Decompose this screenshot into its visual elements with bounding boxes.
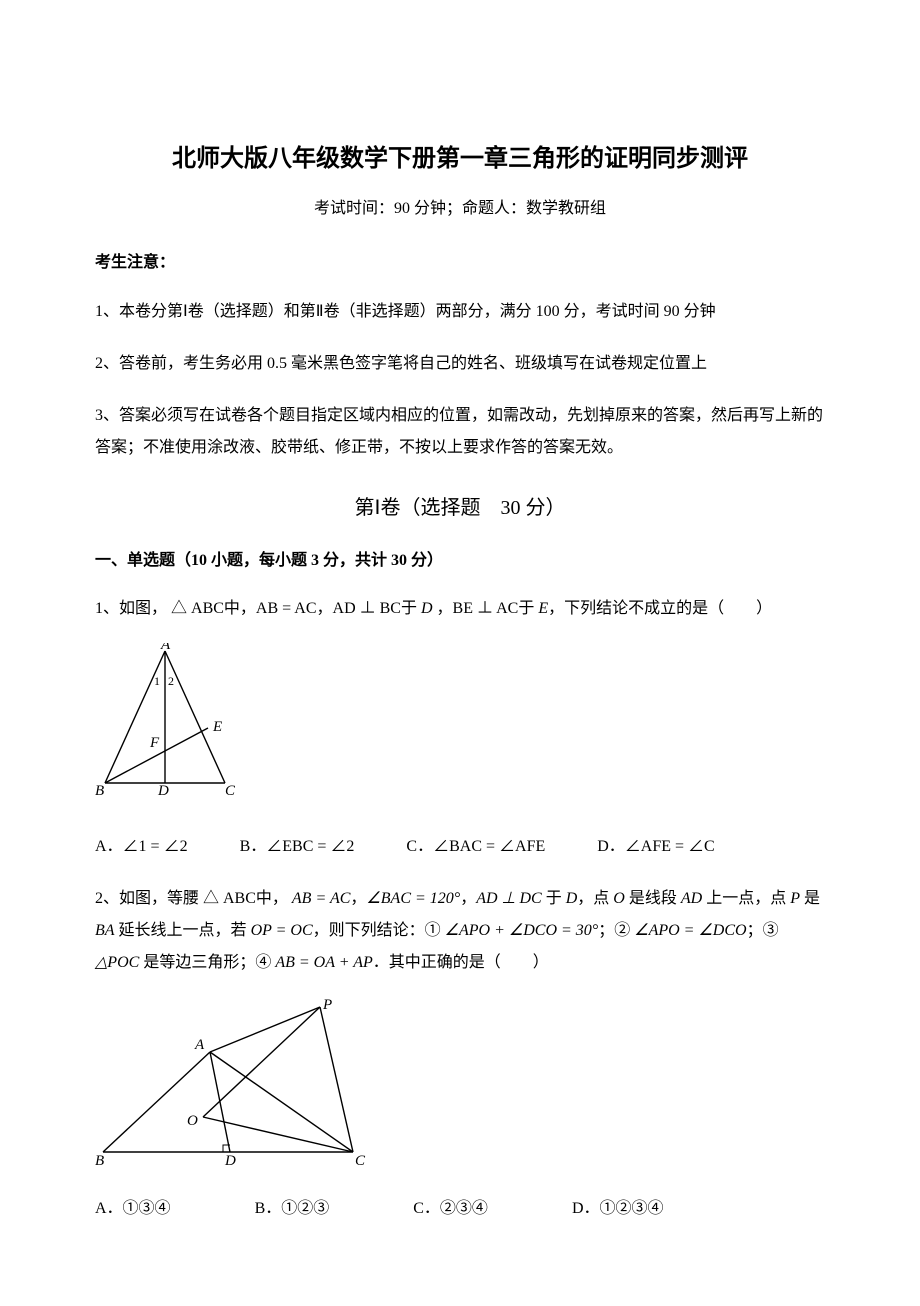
svg-text:D: D xyxy=(157,783,169,799)
notice-line-2: 2、答卷前，考生务必用 0.5 毫米黑色签字笔将自己的姓名、班级填写在试卷规定位… xyxy=(95,348,825,380)
svg-text:C: C xyxy=(355,1153,366,1169)
question-1-figure: A B C D E F 12 xyxy=(95,643,825,816)
q2-italic-P: P xyxy=(790,890,800,907)
svg-text:E: E xyxy=(212,719,222,735)
q2-math-8: AB = OA + AP xyxy=(275,954,372,971)
q2-italic-D: D xyxy=(566,890,578,907)
document-title: 北师大版八年级数学下册第一章三角形的证明同步测评 xyxy=(95,140,825,178)
part-1-heading: 一、单选题（10 小题，每小题 3 分，共计 30 分） xyxy=(95,548,825,574)
q2-text-l: ；③ xyxy=(747,922,779,939)
q1-text-d: ，下列结论不成立的是（ ） xyxy=(548,600,772,617)
q2-text-d: 于 xyxy=(542,890,562,907)
question-2-stem: 2、如图，等腰 △ ABC中， AB = AC，∠BAC = 120°，AD ⊥… xyxy=(95,883,825,979)
q2-text-a: 2、如图，等腰 △ ABC中， xyxy=(95,890,288,907)
q1-option-d: D．∠AFE = ∠C xyxy=(597,834,714,860)
q2-option-b: B．①②③ xyxy=(255,1196,330,1222)
q2-text-b: ， xyxy=(350,890,366,907)
q2-option-c: C．②③④ xyxy=(413,1196,488,1222)
section-1-heading: 第Ⅰ卷（选择题 30 分） xyxy=(95,492,825,524)
svg-text:B: B xyxy=(95,1153,104,1169)
q1-italic-D: D xyxy=(421,600,433,617)
q1-option-b: B．∠EBC = ∠2 xyxy=(240,834,355,860)
svg-text:A: A xyxy=(194,1037,205,1053)
figure-1-svg: A B C D E F 12 xyxy=(95,643,235,807)
svg-text:B: B xyxy=(95,783,104,799)
notice-line-1: 1、本卷分第Ⅰ卷（选择题）和第Ⅱ卷（非选择题）两部分，满分 100 分，考试时间… xyxy=(95,296,825,328)
q1-text-b: ABC中，AB = AC，AD ⊥ BC于 xyxy=(191,600,417,617)
notice-heading: 考生注意： xyxy=(95,250,825,276)
svg-text:2: 2 xyxy=(168,674,174,688)
svg-text:1: 1 xyxy=(154,674,160,688)
question-2-figure: A B C D P O xyxy=(95,997,825,1178)
question-2-options: A．①③④ B．①②③ C．②③④ D．①②③④ xyxy=(95,1196,825,1222)
q2-text-g: 上一点，点 xyxy=(702,890,790,907)
svg-text:F: F xyxy=(149,735,160,751)
q2-text-i: 延长线上一点，若 xyxy=(115,922,251,939)
q1-text-c: ，BE ⊥ AC于 xyxy=(437,600,535,617)
document-subtitle: 考试时间：90 分钟；命题人：数学教研组 xyxy=(95,196,825,222)
q2-math-7: △POC xyxy=(95,954,139,971)
q2-option-a: A．①③④ xyxy=(95,1196,171,1222)
q1-text-a: 1、如图， xyxy=(95,600,167,617)
svg-text:P: P xyxy=(322,997,332,1013)
svg-text:O: O xyxy=(187,1113,198,1129)
q2-text-n: ．其中正确的是（ ） xyxy=(373,954,549,971)
svg-text:D: D xyxy=(224,1153,236,1169)
q2-text-f: 是线段 xyxy=(625,890,681,907)
q2-text-h: 是 xyxy=(800,890,820,907)
q2-math-1: AB = AC xyxy=(292,890,351,907)
q2-math-4: OP = OC xyxy=(251,922,313,939)
svg-text:C: C xyxy=(225,783,235,799)
q2-italic-O: O xyxy=(613,890,625,907)
q2-option-d: D．①②③④ xyxy=(572,1196,664,1222)
q1-triangle-symbol: △ xyxy=(167,600,191,617)
q2-italic-BA: BA xyxy=(95,922,115,939)
q2-math-6: ∠APO = ∠DCO xyxy=(634,922,746,939)
q2-text-c: ， xyxy=(460,890,476,907)
svg-text:A: A xyxy=(160,643,171,653)
q2-text-m: 是等边三角形；④ xyxy=(139,954,275,971)
q2-text-e: ，点 xyxy=(577,890,613,907)
q2-math-3: AD ⊥ DC xyxy=(476,890,542,907)
q2-italic-AD: AD xyxy=(681,890,702,907)
q1-option-c: C．∠BAC = ∠AFE xyxy=(406,834,545,860)
question-1-options: A．∠1 = ∠2 B．∠EBC = ∠2 C．∠BAC = ∠AFE D．∠A… xyxy=(95,834,825,860)
q2-math-5: ∠APO + ∠DCO = 30° xyxy=(445,922,599,939)
q2-text-j: ，则下列结论：① xyxy=(313,922,445,939)
notice-line-3: 3、答案必须写在试卷各个题目指定区域内相应的位置，如需改动，先划掉原来的答案，然… xyxy=(95,400,825,464)
question-1-stem: 1、如图， △ ABC中，AB = AC，AD ⊥ BC于 D ，BE ⊥ AC… xyxy=(95,593,825,625)
q1-italic-E: E xyxy=(538,600,548,617)
q2-text-k: ；② xyxy=(598,922,634,939)
q1-option-a: A．∠1 = ∠2 xyxy=(95,834,188,860)
q2-math-2: ∠BAC = 120° xyxy=(366,890,460,907)
figure-2-svg: A B C D P O xyxy=(95,997,385,1169)
